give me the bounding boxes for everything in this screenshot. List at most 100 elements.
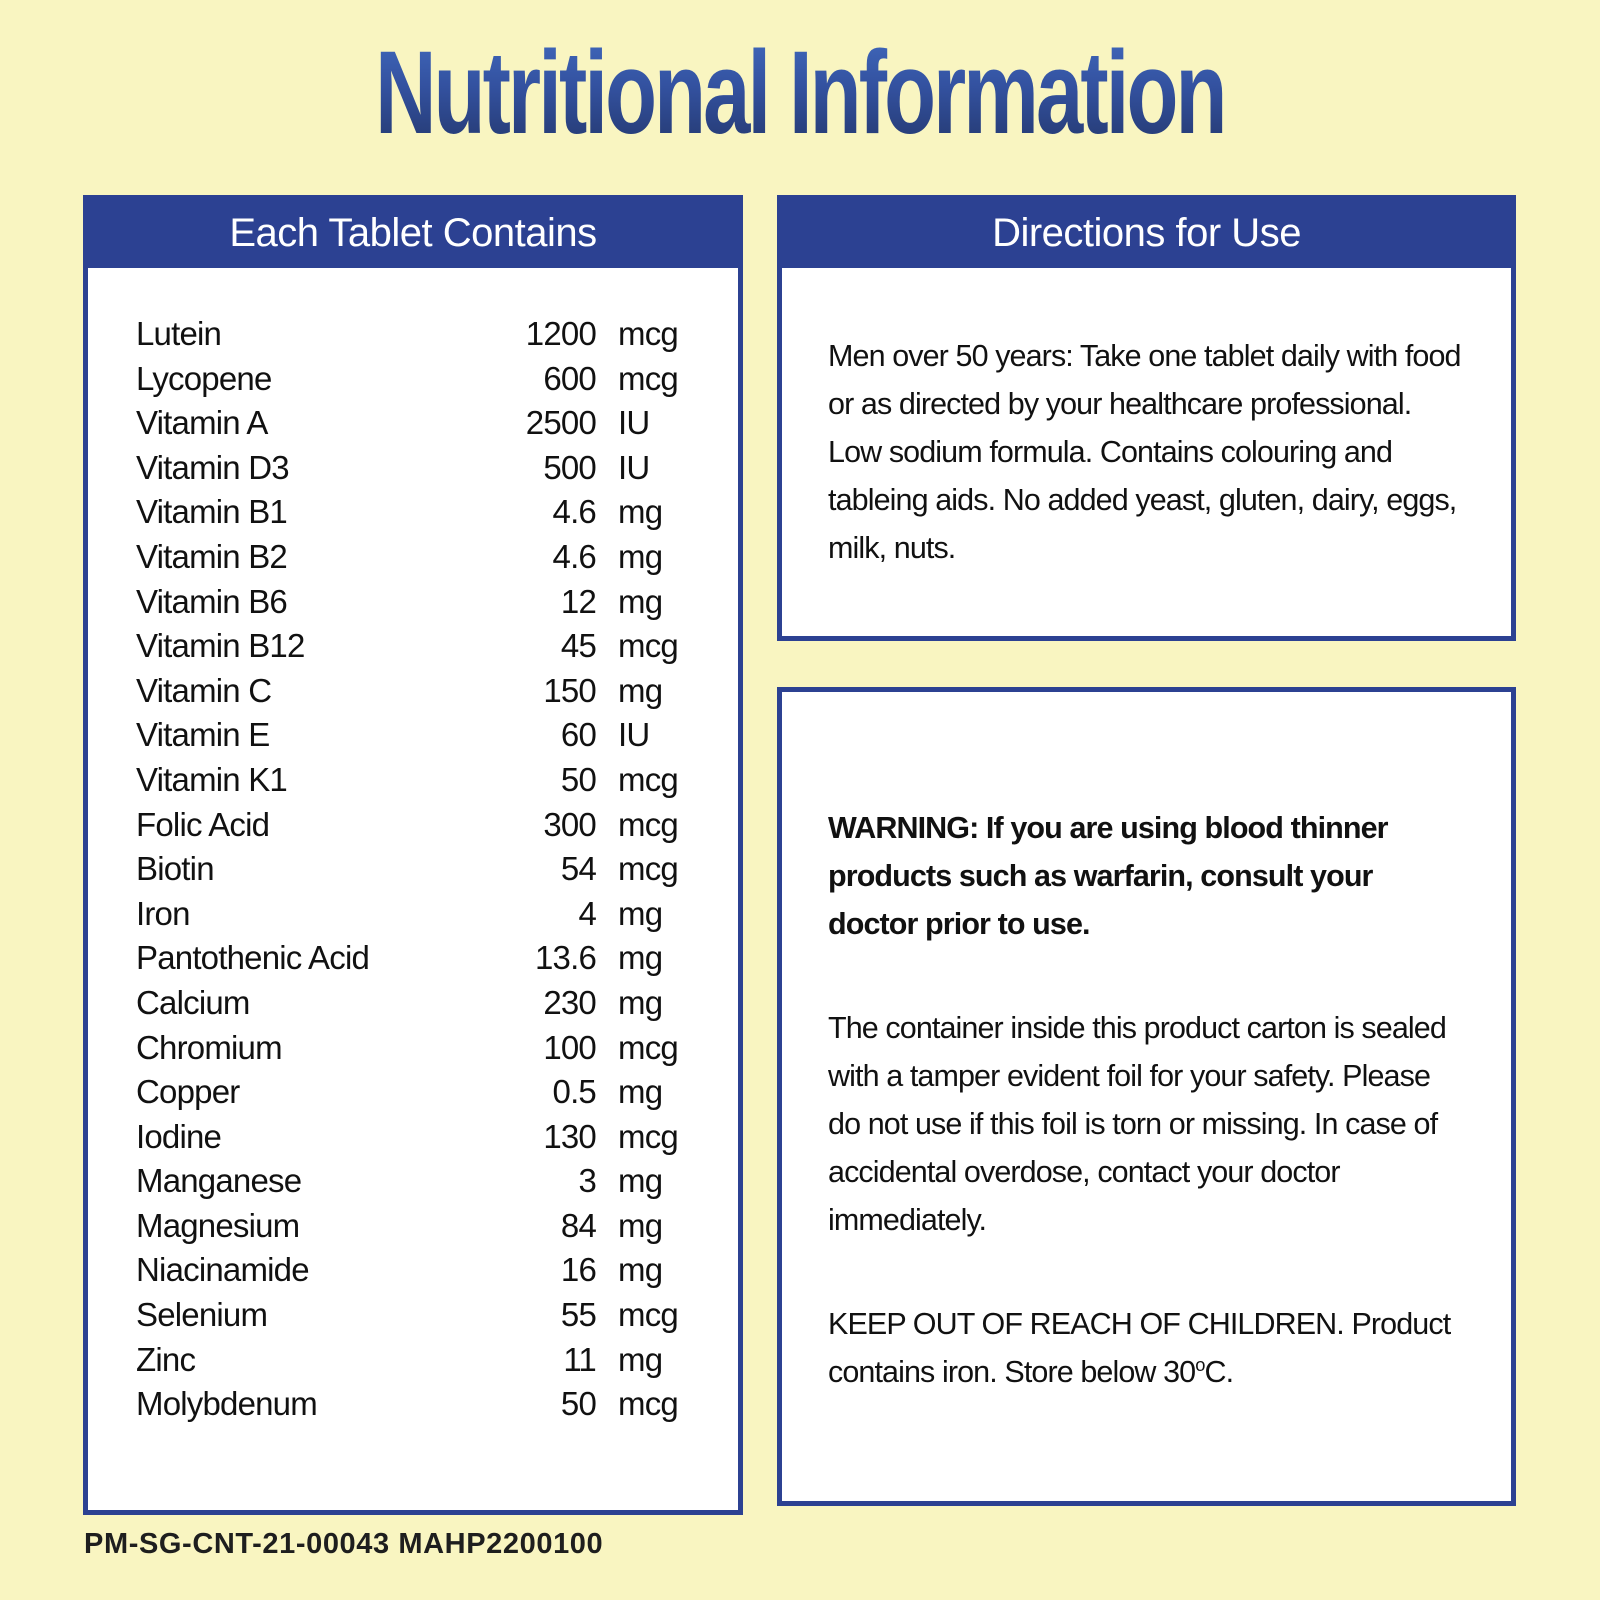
nutrient-name: Vitamin C [136, 671, 272, 709]
nutrient-value: 600 [543, 359, 596, 397]
nutrient-row: Copper 0.5 mg [88, 1070, 738, 1115]
nutrient-name: Vitamin B12 [136, 627, 305, 665]
nutrient-value: 230 [543, 983, 596, 1021]
nutrient-name: Vitamin E [136, 716, 270, 754]
nutrient-name: Molybdenum [136, 1385, 318, 1423]
nutrient-row: Magnesium 84 mg [88, 1204, 738, 1249]
nutrient-value: 2500 [525, 404, 597, 442]
nutrient-row: Lycopene 600 mcg [88, 357, 738, 402]
nutrient-unit: mg [618, 671, 663, 709]
nutrient-row: Iron 4 mg [88, 892, 738, 937]
degree-superscript: o [1195, 1353, 1205, 1375]
nutrient-name: Vitamin B1 [136, 493, 288, 531]
nutrient-row: Zinc 11 mg [88, 1338, 738, 1383]
nutrient-unit: mg [618, 1162, 663, 1200]
nutrient-unit: IU [618, 404, 650, 442]
nutrient-value: 130 [543, 1117, 596, 1155]
regulatory-code: PM-SG-CNT-21-00043 MAHP2200100 [84, 1528, 604, 1560]
nutrient-unit: mg [618, 1251, 663, 1289]
nutrient-unit: mcg [618, 805, 679, 843]
tablet-contents-header: Each Tablet Contains [88, 200, 738, 268]
nutrient-value: 50 [560, 760, 597, 798]
nutrient-value: 1200 [525, 315, 597, 352]
nutrient-unit: mcg [618, 760, 679, 798]
nutrient-unit: mg [618, 1073, 663, 1111]
nutrient-row: Vitamin K1 50 mcg [88, 758, 738, 803]
nutrient-row: Vitamin D3 500 IU [88, 446, 738, 491]
nutrient-unit: mg [618, 582, 663, 620]
nutrient-name: Vitamin B2 [136, 537, 288, 575]
nutrient-row: Vitamin B2 4.6 mg [88, 535, 738, 580]
nutrient-unit: mg [618, 983, 663, 1021]
tablet-contents-panel: Each Tablet Contains Lutein 1200 mcg Lycope… [83, 195, 743, 1515]
nutrient-unit: mg [618, 1340, 663, 1378]
nutrient-unit: IU [618, 448, 650, 486]
nutrient-row: Calcium 230 mg [88, 981, 738, 1026]
directions-panel: Directions for Use Men over 50 years: Ta… [777, 195, 1516, 641]
nutrient-value: 11 [563, 1340, 596, 1378]
nutrient-row: Pantothenic Acid 13.6 mg [88, 936, 738, 981]
nutrient-row: Folic Acid 300 mcg [88, 803, 738, 848]
nutrient-unit: mg [618, 894, 663, 932]
nutrient-value: 12 [560, 582, 597, 620]
tamper-evident-text: The container inside this product carton… [828, 1011, 1447, 1237]
warning-body: WARNING: If you are using blood thinner … [782, 692, 1511, 1396]
nutrient-value: 300 [543, 805, 596, 843]
nutrient-value: 60 [560, 716, 597, 754]
nutrient-name: Iron [136, 894, 190, 932]
nutrient-row: Iodine 130 mcg [88, 1115, 738, 1160]
nutrient-row: Vitamin B6 12 mg [88, 580, 738, 625]
nutrient-value: 16 [560, 1251, 597, 1289]
nutrient-row: Vitamin E 60 IU [88, 713, 738, 758]
nutrient-name: Selenium [136, 1296, 268, 1334]
nutrient-name: Pantothenic Acid [136, 939, 370, 977]
keep-out-of-reach-text: KEEP OUT OF REACH OF CHILDREN. Product c… [828, 1300, 1459, 1396]
nutrient-unit: mcg [618, 359, 679, 397]
nutrient-value: 150 [543, 671, 596, 709]
nutrient-row: Manganese 3 mg [88, 1159, 738, 1204]
directions-header: Directions for Use [782, 200, 1511, 268]
nutrient-unit: mg [618, 939, 663, 977]
nutrient-row: Chromium 100 mcg [88, 1026, 738, 1071]
nutrient-value: 55 [560, 1296, 597, 1334]
nutrient-name: Vitamin D3 [136, 448, 290, 486]
nutrient-row: Biotin 54 mcg [88, 847, 738, 892]
nutrient-unit: mcg [618, 1296, 679, 1334]
nutrient-unit: IU [618, 716, 650, 754]
nutrient-row: Niacinamide 16 mg [88, 1248, 738, 1293]
nutrient-value: 50 [560, 1385, 597, 1423]
nutrient-value: 45 [560, 627, 597, 665]
nutrient-name: Biotin [136, 850, 215, 888]
nutrient-value: 500 [543, 448, 596, 486]
nutrient-unit: mcg [618, 1028, 679, 1066]
nutrient-value: 4 [578, 894, 596, 932]
nutrient-unit: mcg [618, 1117, 679, 1155]
nutrient-row: Vitamin C 150 mg [88, 669, 738, 714]
nutrient-unit: mcg [618, 850, 679, 888]
keep-out-prefix: KEEP OUT OF REACH OF CHILDREN. Product c… [828, 1307, 1451, 1389]
nutrient-value: 54 [560, 850, 597, 888]
warning-panel: WARNING: If you are using blood thinner … [777, 687, 1516, 1506]
nutrient-name: Vitamin A [136, 404, 268, 442]
warning-text: WARNING: If you are using blood thinner … [828, 811, 1389, 941]
nutrient-row: Vitamin A 2500 IU [88, 401, 738, 446]
nutrient-unit: mg [618, 537, 663, 575]
nutrient-unit: mcg [618, 315, 679, 352]
nutrient-unit: mcg [618, 1385, 679, 1423]
nutrient-row: Vitamin B12 45 mcg [88, 624, 738, 669]
nutrient-unit: mg [618, 493, 663, 531]
nutrient-name: Zinc [136, 1340, 196, 1378]
nutrient-name: Magnesium [136, 1206, 300, 1244]
nutrient-value: 100 [543, 1028, 596, 1066]
nutrient-value: 4.6 [552, 493, 597, 531]
page-title-text: Nutritional Information [375, 27, 1227, 159]
nutrient-value: 4.6 [552, 537, 597, 575]
nutrient-name: Calcium [136, 983, 250, 1021]
nutrient-row: Vitamin B1 4.6 mg [88, 490, 738, 535]
nutrient-value: 0.5 [552, 1073, 597, 1111]
keep-out-suffix: C. [1204, 1355, 1235, 1389]
nutrient-value: 3 [578, 1162, 596, 1200]
nutrient-value: 84 [560, 1206, 597, 1244]
nutrient-name: Niacinamide [136, 1251, 310, 1289]
